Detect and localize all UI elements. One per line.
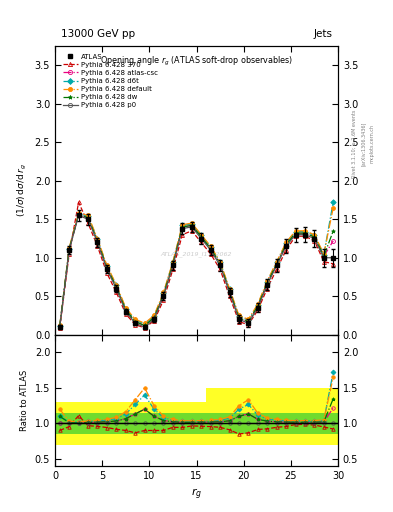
Text: ATLAS_2019_I1772062: ATLAS_2019_I1772062 bbox=[161, 251, 232, 257]
Text: Rivet 3.1.10; ≥ 2.6M events: Rivet 3.1.10; ≥ 2.6M events bbox=[352, 109, 357, 178]
Y-axis label: $(1/\sigma)\,\mathrm{d}\sigma/\mathrm{d}\,r_g$: $(1/\sigma)\,\mathrm{d}\sigma/\mathrm{d}… bbox=[16, 163, 29, 218]
Y-axis label: Ratio to ATLAS: Ratio to ATLAS bbox=[20, 370, 29, 431]
Text: mcplots.cern.ch: mcplots.cern.ch bbox=[369, 124, 375, 163]
Text: Jets: Jets bbox=[313, 29, 332, 39]
Text: Opening angle $r_g$ (ATLAS soft-drop observables): Opening angle $r_g$ (ATLAS soft-drop obs… bbox=[100, 55, 293, 68]
X-axis label: $r_g$: $r_g$ bbox=[191, 486, 202, 502]
Legend: ATLAS, Pythia 6.428 370, Pythia 6.428 atlas-csc, Pythia 6.428 d6t, Pythia 6.428 : ATLAS, Pythia 6.428 370, Pythia 6.428 at… bbox=[61, 52, 159, 110]
Text: [arXiv:1306.3436]: [arXiv:1306.3436] bbox=[361, 121, 366, 165]
Text: 13000 GeV pp: 13000 GeV pp bbox=[61, 29, 135, 39]
